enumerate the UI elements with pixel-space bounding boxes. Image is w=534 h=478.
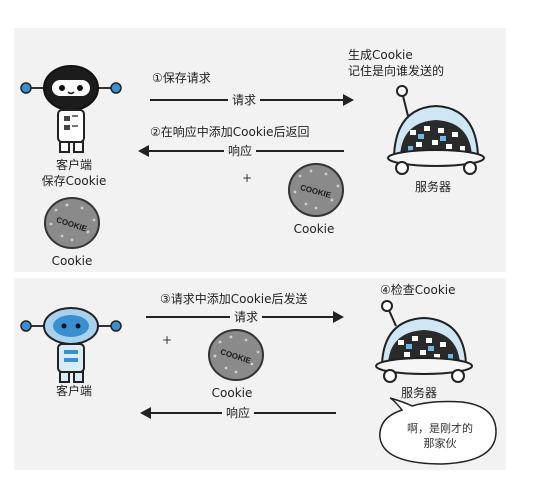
step4-label: ④检查Cookie (380, 283, 456, 297)
server-label: 服务器 (414, 180, 451, 194)
speech-bubble (379, 397, 497, 465)
server-label: 服务器 (400, 386, 437, 400)
client-label: 客户端 (55, 158, 92, 172)
response-arrow-label: 响应 (224, 142, 257, 159)
client-save-cookie-label: 保存Cookie (41, 174, 107, 188)
response-arrow: 响应 (138, 142, 344, 159)
cookie-label: Cookie (293, 222, 335, 236)
request-arrow-label: 请求 (230, 308, 263, 325)
step1-label: ①保存请求 (152, 71, 211, 85)
speech-line-2: 那家伙 (423, 436, 457, 450)
speech-bubble-text: 啊，是刚才的 那家伙 (392, 422, 488, 452)
step2-label: ②在响应中添加Cookie后返回 (150, 125, 310, 139)
plus-sign: + (242, 171, 253, 185)
plus-sign: + (162, 333, 173, 347)
client-robot-icon (20, 307, 122, 383)
response-arrow: 响应 (140, 404, 336, 421)
client-robot-icon (20, 65, 122, 153)
request-arrow-label: 请求 (228, 91, 261, 108)
client-label: 客户端 (55, 384, 92, 398)
server-note-remember: 记住是向谁发送的 (348, 64, 445, 78)
cookie-icon: COOKIE (288, 163, 344, 217)
server-robot-icon (387, 85, 485, 175)
speech-line-1: 啊，是刚才的 (407, 422, 473, 435)
cookie-label: Cookie (51, 254, 93, 268)
cookie-icon: COOKIE (44, 197, 100, 249)
cookie-label: Cookie (211, 386, 253, 400)
server-robot-icon (375, 300, 473, 383)
server-note-generate: 生成Cookie (348, 48, 413, 62)
step3-label: ③请求中添加Cookie后发送 (160, 292, 308, 306)
request-arrow: 请求 (146, 308, 344, 325)
response-arrow-label: 响应 (222, 404, 255, 421)
request-arrow: 请求 (150, 91, 354, 108)
cookie-icon: COOKIE (208, 329, 264, 381)
